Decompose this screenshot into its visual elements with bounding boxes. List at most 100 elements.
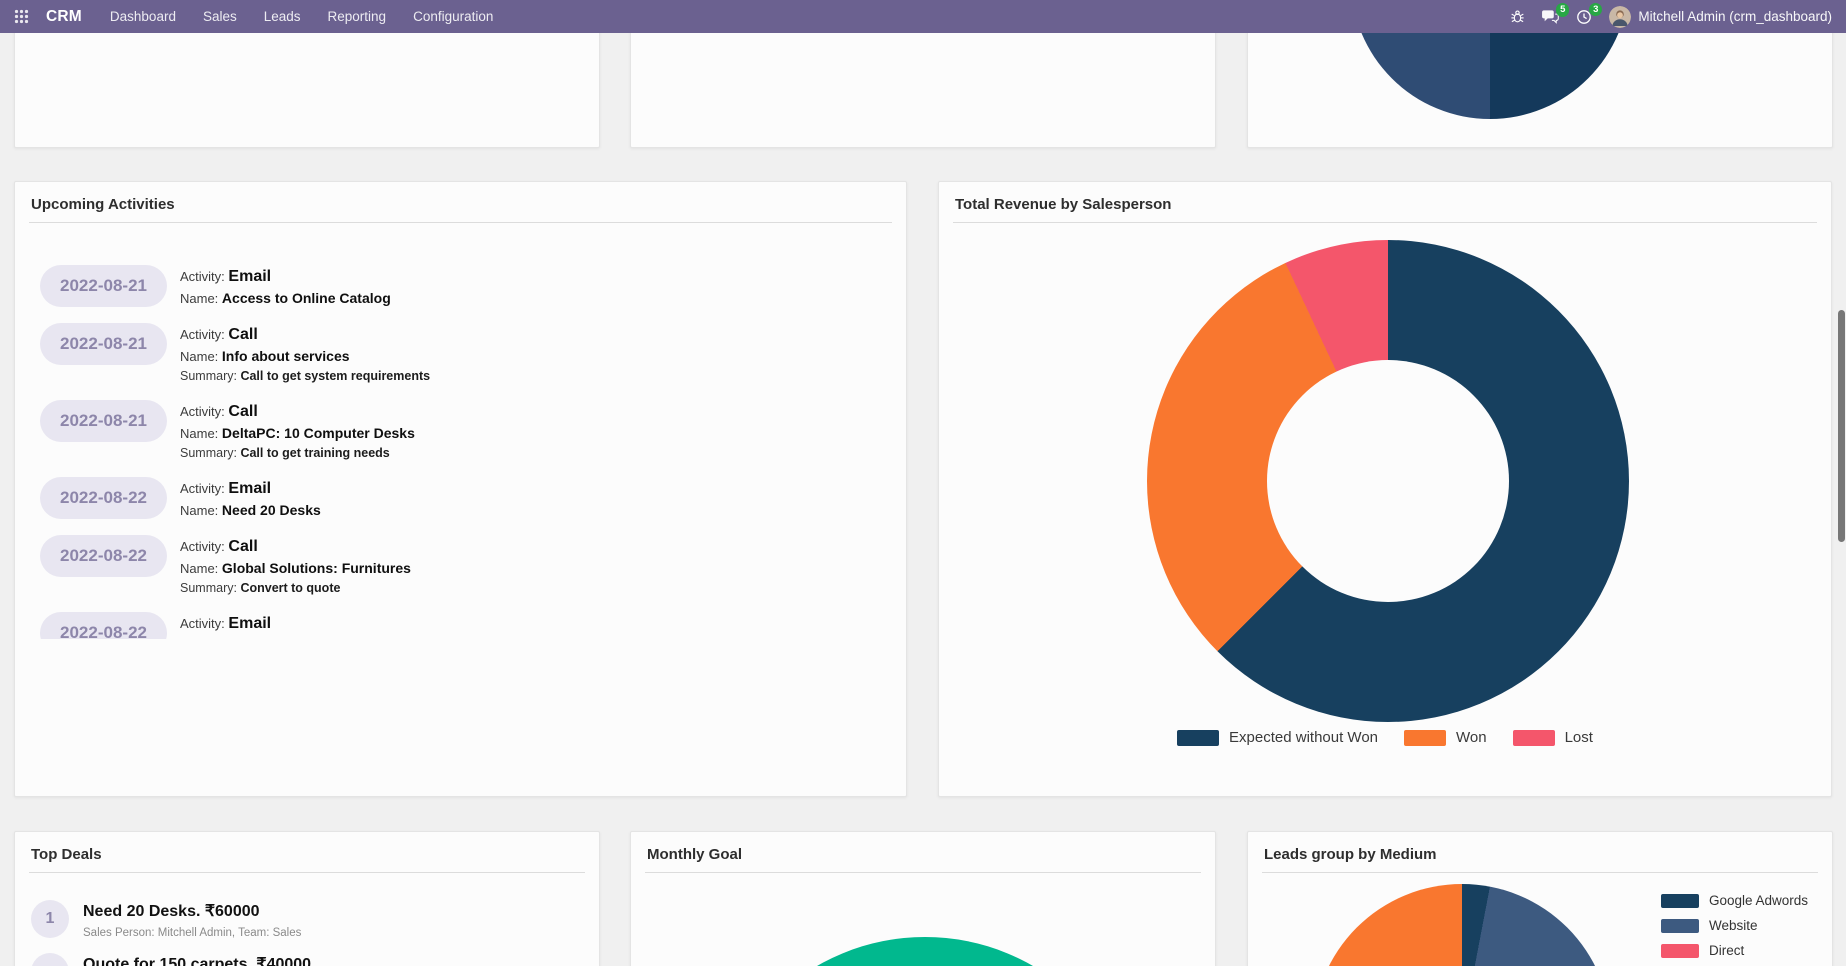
card-upcoming-activities: Upcoming Activities 2022-08-21 Activity:… <box>14 181 907 797</box>
card-title: Top Deals <box>31 846 102 863</box>
legend-item-google-adwords[interactable]: Google Adwords <box>1661 893 1808 908</box>
activity-date-pill: 2022-08-22 <box>40 535 167 577</box>
menu-dashboard[interactable]: Dashboard <box>109 9 176 24</box>
menu-configuration[interactable]: Configuration <box>413 9 494 24</box>
main-menu: Dashboard Sales Leads Reporting Configur… <box>109 7 494 26</box>
deal-row-clipped[interactable]: Quote for 150 carpets. ₹40000 <box>15 946 599 966</box>
activity-details: Activity: Call Name: Global Solutions: F… <box>180 535 411 598</box>
legend-label: Direct <box>1709 943 1745 958</box>
activity-row-clipped[interactable]: 2022-08-22 Activity: Email <box>40 612 890 639</box>
activity-row[interactable]: 2022-08-22 Activity: Email Name: Need 20… <box>40 477 890 521</box>
user-avatar <box>1609 5 1632 28</box>
leads-medium-pie-chart[interactable] <box>1313 884 1611 966</box>
activity-type-line: Activity: Call <box>180 324 430 346</box>
deal-subtitle: Sales Person: Mitchell Admin, Team: Sale… <box>83 927 302 939</box>
activity-name-line: Name: Need 20 Desks <box>180 500 321 521</box>
legend-item-website[interactable]: Website <box>1661 918 1808 933</box>
activity-date-pill: 2022-08-21 <box>40 323 167 365</box>
deal-rank-badge <box>31 953 69 966</box>
deal-row[interactable]: 1 Need 20 Desks. ₹60000 Sales Person: Mi… <box>15 893 599 946</box>
divider <box>29 872 585 873</box>
activity-summary-line: Summary: Call to get system requirements <box>180 367 430 386</box>
menu-leads[interactable]: Leads <box>263 9 301 24</box>
revenue-legend: Expected without Won Won Lost <box>939 729 1831 746</box>
card-monthly-goal: Monthly Goal <box>630 831 1216 966</box>
app-title[interactable]: CRM <box>46 7 82 25</box>
legend-item-direct[interactable]: Direct <box>1661 943 1808 958</box>
activity-row[interactable]: 2022-08-21 Activity: Call Name: Info abo… <box>40 323 890 386</box>
deal-title: Need 20 Desks. ₹60000 <box>83 903 260 920</box>
name-label: Name: <box>180 561 219 576</box>
activities-count-badge: 3 <box>1589 2 1603 16</box>
debug-bug-icon[interactable] <box>1510 9 1525 24</box>
activity-value: Email <box>228 615 272 632</box>
activity-label: Activity: <box>180 269 225 284</box>
card-leads-by-medium: Leads group by Medium Google Adwords Web… <box>1247 831 1833 966</box>
summary-value: Convert to quote <box>240 581 341 595</box>
activity-value: Email <box>228 268 272 285</box>
revenue-donut-chart[interactable] <box>1147 240 1629 722</box>
summary-label: Summary: <box>180 446 237 460</box>
activity-row[interactable]: 2022-08-21 Activity: Email Name: Access … <box>40 265 890 309</box>
legend-swatch <box>1512 729 1555 746</box>
divider <box>645 872 1201 873</box>
name-label: Name: <box>180 291 219 306</box>
activities-clock-icon[interactable]: 3 <box>1576 2 1603 25</box>
activity-label: Activity: <box>180 539 225 554</box>
legend-label: Google Adwords <box>1709 893 1809 908</box>
activity-type-line: Activity: Email <box>180 613 271 635</box>
activity-value: Email <box>228 480 272 497</box>
activity-date-pill: 2022-08-21 <box>40 265 167 307</box>
activity-summary-line: Summary: Convert to quote <box>180 579 411 598</box>
activity-value: Call <box>228 403 258 420</box>
deal-rank-badge: 1 <box>31 900 69 938</box>
activity-label: Activity: <box>180 404 225 419</box>
card-top-deals: Top Deals 1 Need 20 Desks. ₹60000 Sales … <box>14 831 600 966</box>
activity-value: Call <box>228 538 258 555</box>
summary-value: Call to get system requirements <box>240 369 431 383</box>
monthly-goal-gauge-chart[interactable] <box>709 937 1141 966</box>
name-value: Global Solutions: Furnitures <box>221 560 411 576</box>
menu-sales[interactable]: Sales <box>202 9 237 24</box>
activity-label: Activity: <box>180 327 225 342</box>
activity-row[interactable]: 2022-08-21 Activity: Call Name: DeltaPC:… <box>40 400 890 463</box>
divider <box>953 222 1817 223</box>
legend-item-expected[interactable]: Expected without Won <box>1177 729 1378 746</box>
activity-date-pill: 2022-08-22 <box>40 612 167 639</box>
vertical-scrollbar-thumb[interactable] <box>1838 310 1845 542</box>
user-menu[interactable]: Mitchell Admin (crm_dashboard) <box>1609 5 1832 28</box>
navbar-left: CRM Dashboard Sales Leads Reporting Conf… <box>14 7 494 26</box>
donut-hole <box>1267 360 1509 602</box>
activity-name-line: Name: DeltaPC: 10 Computer Desks <box>180 423 415 444</box>
activity-details: Activity: Call Name: DeltaPC: 10 Compute… <box>180 400 415 463</box>
summary-label: Summary: <box>180 581 237 595</box>
summary-value: Call to get training needs <box>240 446 390 460</box>
menu-reporting[interactable]: Reporting <box>327 9 387 24</box>
legend-swatch <box>1404 729 1447 746</box>
apps-grid-icon[interactable] <box>14 9 29 24</box>
deals-list: 1 Need 20 Desks. ₹60000 Sales Person: Mi… <box>15 893 599 966</box>
summary-label: Summary: <box>180 369 237 383</box>
activity-date-pill: 2022-08-21 <box>40 400 167 442</box>
activity-name-line: Name: Access to Online Catalog <box>180 288 391 309</box>
legend-item-lost[interactable]: Lost <box>1512 729 1593 746</box>
card-total-revenue: Total Revenue by Salesperson Expected wi… <box>938 181 1832 797</box>
activity-type-line: Activity: Email <box>180 266 391 288</box>
legend-swatch <box>1177 729 1220 746</box>
activity-details: Activity: Email <box>180 612 271 639</box>
legend-swatch <box>1661 943 1699 958</box>
activity-details: Activity: Email Name: Need 20 Desks <box>180 477 321 521</box>
activity-summary-line: Summary: Call to get training needs <box>180 444 415 463</box>
legend-label: Expected without Won <box>1229 729 1379 746</box>
messages-count-badge: 5 <box>1556 3 1570 17</box>
activity-date-pill: 2022-08-22 <box>40 477 167 519</box>
legend-item-won[interactable]: Won <box>1404 729 1487 746</box>
card-title: Upcoming Activities <box>31 196 175 213</box>
activity-row[interactable]: 2022-08-22 Activity: Call Name: Global S… <box>40 535 890 598</box>
deal-title: Quote for 150 carpets. ₹40000 <box>83 956 312 966</box>
activity-details: Activity: Call Name: Info about services… <box>180 323 430 386</box>
name-value: DeltaPC: 10 Computer Desks <box>221 425 415 441</box>
messages-icon[interactable]: 5 <box>1542 3 1570 24</box>
activity-label: Activity: <box>180 481 225 496</box>
card-title: Leads group by Medium <box>1264 846 1437 863</box>
